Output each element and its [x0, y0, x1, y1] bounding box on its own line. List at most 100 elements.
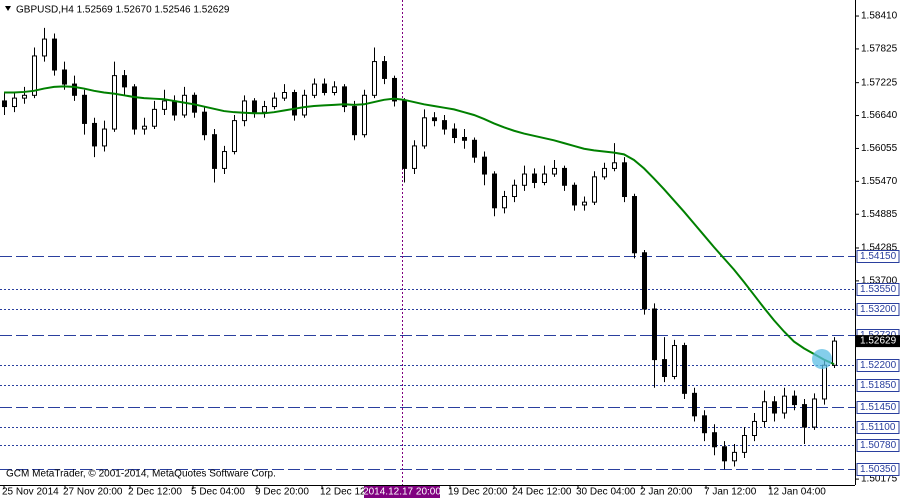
x-tick-label: 9 Dec 20:00: [255, 487, 309, 498]
level-label-box: [856, 421, 900, 434]
x-tick-label: 7 Jan 12:00: [704, 487, 757, 498]
candle-body: [522, 173, 527, 186]
y-tick-label: 1.57225: [861, 77, 898, 88]
candle-body: [372, 61, 377, 96]
crosshair-label: 2014.12.17 20:00: [363, 487, 441, 498]
candle-body: [732, 451, 737, 462]
candle-body: [682, 345, 687, 394]
level-label: 1.53200: [860, 304, 897, 315]
candle-body: [652, 308, 657, 361]
moving-average: [4, 85, 835, 366]
candle-body: [462, 136, 467, 141]
candle-body: [612, 162, 617, 169]
candle-body: [572, 184, 577, 206]
candle-body: [582, 201, 587, 206]
candle-body: [712, 432, 717, 448]
level-label-box: [856, 401, 900, 414]
candle-body: [722, 446, 727, 462]
candle-body: [22, 94, 27, 99]
level-label-box: [856, 463, 900, 476]
y-tick-label: 1.55470: [861, 176, 898, 187]
candle-body: [392, 77, 397, 102]
candle-body: [632, 196, 637, 254]
candle-body: [112, 75, 117, 130]
level-label: 1.51450: [860, 402, 897, 413]
candle-body: [822, 364, 827, 400]
level-label: 1.51100: [860, 422, 896, 433]
candle-body: [362, 94, 367, 136]
candle-body: [162, 100, 167, 110]
plot: [2, 0, 837, 485]
candle-body: [142, 125, 147, 130]
level-label: 1.52200: [860, 360, 897, 371]
y-tick-label: 1.57825: [861, 44, 898, 55]
candle-body: [82, 94, 87, 124]
level-label: 1.50780: [860, 440, 897, 451]
candle-body: [182, 94, 187, 116]
candle-body: [252, 100, 257, 113]
level-label-box: [856, 283, 900, 296]
crosshair-label-box: [364, 486, 440, 498]
y-tick-label: 1.58410: [861, 11, 898, 22]
y-tick-label: 1.50175: [861, 474, 898, 485]
candle-body: [542, 173, 547, 183]
candle-body: [502, 196, 507, 209]
x-tick-label: 2 Dec 12:00: [128, 487, 182, 498]
level-label: 1.53550: [860, 284, 897, 295]
candle-body: [262, 106, 267, 113]
candle-body: [242, 100, 247, 122]
axis: 1.58410 1.57825 1.57225 1.56640 1.56055 1.554…: [2, 11, 900, 498]
candle-body: [432, 117, 437, 122]
candle-body: [202, 111, 207, 136]
candle-body: [102, 128, 107, 147]
level-label: 1.51850: [860, 380, 897, 391]
candle-body: [512, 184, 517, 198]
level-label-box: [856, 439, 900, 452]
candle-body: [52, 38, 57, 71]
candle-body: [282, 92, 287, 99]
candle-body: [482, 156, 487, 175]
candle-body: [12, 97, 17, 108]
candle-body: [272, 97, 277, 108]
candle-body: [782, 395, 787, 414]
candle-body: [222, 151, 227, 169]
candle-body: [92, 122, 97, 147]
candle-body: [702, 415, 707, 434]
x-tick-label: 12 Dec 12: [320, 487, 366, 498]
candle-body: [122, 75, 127, 88]
y-tick-label: 1.54285: [861, 243, 898, 254]
level-label: 1.50350: [860, 464, 897, 475]
candle-body: [312, 83, 317, 96]
candle-body: [232, 120, 237, 153]
candle-body: [562, 167, 567, 186]
candle-body: [792, 395, 797, 406]
x-tick-label: 27 Nov 20:00: [63, 487, 123, 498]
candle-body: [302, 94, 307, 116]
candle-body: [742, 435, 747, 453]
last-price-box: [856, 335, 900, 348]
candle-body: [772, 401, 777, 414]
x-tick-label: 12 Jan 04:00: [768, 487, 826, 498]
candle-body: [72, 83, 77, 96]
candle-body: [412, 145, 417, 169]
candle-body: [802, 404, 807, 428]
candle-body: [422, 117, 427, 147]
y-tick-label: 1.56640: [861, 110, 898, 121]
x-tick-label: 19 Dec 20:00: [448, 487, 508, 498]
candle-body: [172, 100, 177, 116]
x-tick-label: 25 Nov 2014: [2, 487, 59, 498]
candle-body: [662, 359, 667, 377]
candle-body: [602, 167, 607, 178]
candle-body: [552, 167, 557, 175]
candle-body: [342, 86, 347, 108]
candle-body: [442, 120, 447, 130]
candle-body: [492, 173, 497, 209]
candle-body: [532, 173, 537, 183]
candle-body: [292, 92, 297, 116]
level-label-box: [856, 359, 900, 372]
candle-body: [642, 252, 647, 310]
candle-body: [332, 86, 337, 94]
candle-body: [402, 100, 407, 169]
candle-body: [42, 38, 47, 57]
